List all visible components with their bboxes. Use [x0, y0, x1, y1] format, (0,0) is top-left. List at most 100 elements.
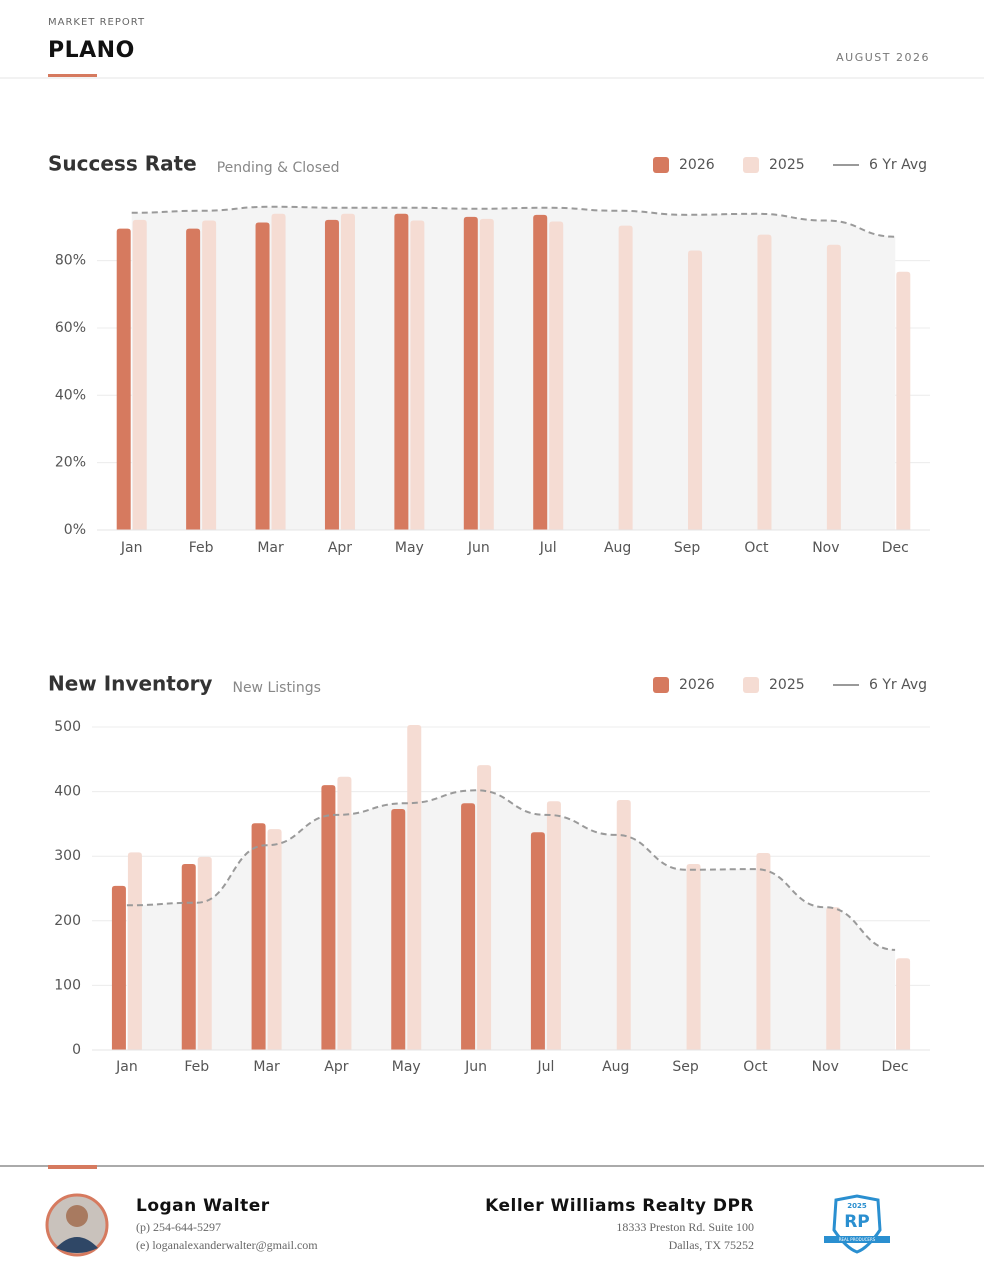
bar — [181, 863, 196, 1050]
bar — [202, 220, 217, 530]
x-tick-label: Dec — [882, 540, 909, 556]
accent — [48, 74, 97, 77]
badge-text: REAL PRODUCERS — [839, 1237, 876, 1242]
bar — [616, 799, 631, 1050]
x-tick-label: Nov — [812, 1059, 839, 1075]
bar — [267, 829, 282, 1050]
bar — [549, 221, 564, 530]
legend-label: 2025 — [769, 677, 805, 693]
bar — [337, 776, 352, 1050]
brokerage-city: Dallas, TX 75252 — [669, 1238, 754, 1252]
x-tick-label: Jan — [115, 1059, 138, 1075]
agent-phone: (p) 254-644-5297 — [136, 1220, 221, 1234]
y-tick-label: 60% — [55, 320, 86, 336]
bar — [686, 863, 701, 1050]
bar — [111, 885, 126, 1050]
bar — [251, 823, 266, 1050]
bar — [391, 809, 406, 1050]
bar — [324, 219, 339, 530]
bar — [479, 218, 494, 530]
bar — [197, 856, 212, 1050]
avatar — [45, 1193, 109, 1257]
bar — [255, 222, 270, 530]
bar — [410, 220, 425, 530]
bar — [896, 958, 911, 1050]
y-tick-label: 200 — [54, 913, 81, 929]
avg-area — [126, 790, 896, 1050]
bar — [132, 219, 147, 530]
avg-line — [126, 789, 896, 951]
y-tick-label: 400 — [54, 784, 81, 800]
x-tick-label: Mar — [257, 540, 284, 556]
x-tick-label: Jun — [467, 540, 490, 556]
x-tick-label: Apr — [328, 540, 352, 556]
y-tick-label: 0% — [64, 522, 86, 538]
bar — [394, 213, 409, 530]
x-tick-label: Oct — [743, 1059, 768, 1075]
bar — [127, 852, 142, 1050]
badge-logo: RP — [844, 1212, 870, 1232]
x-tick-label: Jun — [464, 1059, 487, 1075]
y-tick-label: 40% — [55, 387, 86, 403]
bar — [533, 214, 548, 530]
agent-name: Logan Walter — [136, 1196, 270, 1216]
chart-subtitle: New Listings — [232, 680, 320, 696]
legend-label: 2025 — [769, 157, 805, 173]
badge-year: 2025 — [847, 1202, 867, 1210]
legend-label: 2026 — [679, 157, 715, 173]
x-tick-label: Oct — [744, 540, 769, 556]
bar — [826, 907, 841, 1050]
x-tick-label: Feb — [189, 540, 214, 556]
y-tick-label: 0 — [72, 1042, 81, 1058]
bar — [896, 271, 911, 530]
bar — [463, 216, 478, 530]
y-tick-label: 100 — [54, 977, 81, 993]
bar — [407, 725, 422, 1050]
bar — [546, 801, 561, 1050]
bar — [530, 832, 545, 1050]
bar — [461, 803, 476, 1050]
x-tick-label: Sep — [672, 1059, 699, 1075]
x-tick-label: Dec — [882, 1059, 909, 1075]
bar — [271, 213, 286, 530]
y-tick-label: 300 — [54, 848, 81, 864]
x-tick-label: Feb — [184, 1059, 209, 1075]
x-tick-label: Mar — [253, 1059, 280, 1075]
agent-email: (e) loganalexanderwalter@gmail.com — [136, 1238, 318, 1252]
chart-title: Success Rate — [48, 152, 197, 176]
y-tick-label: 500 — [54, 719, 81, 735]
x-tick-label: Jul — [539, 540, 557, 556]
legend-label: 2026 — [679, 677, 715, 693]
bar — [618, 225, 633, 530]
x-tick-label: Sep — [674, 540, 701, 556]
chart-subtitle: Pending & Closed — [217, 160, 340, 176]
legend-swatch — [653, 157, 669, 173]
bar — [116, 228, 131, 531]
avg-area — [131, 206, 896, 531]
x-tick-label: Aug — [604, 540, 631, 556]
x-tick-label: May — [392, 1059, 421, 1075]
bar — [477, 765, 492, 1050]
bar — [756, 852, 771, 1050]
bar — [826, 244, 841, 531]
report-date: AUGUST 2026 — [836, 51, 930, 64]
legend-swatch — [743, 677, 759, 693]
y-tick-label: 80% — [55, 253, 86, 269]
badge: 2025 RP REAL PRODUCERS — [824, 1194, 890, 1254]
chart-title: New Inventory — [48, 672, 212, 696]
x-tick-label: May — [395, 540, 424, 556]
avg-line — [131, 205, 896, 238]
legend-label: 6 Yr Avg — [869, 677, 927, 693]
kicker: MARKET REPORT — [48, 17, 145, 28]
bar — [186, 228, 201, 531]
accent — [48, 1165, 97, 1169]
x-tick-label: Jul — [536, 1059, 554, 1075]
x-tick-label: Jan — [120, 540, 143, 556]
bar — [757, 234, 772, 531]
x-tick-label: Apr — [324, 1059, 348, 1075]
brokerage-name: Keller Williams Realty DPR — [485, 1196, 754, 1216]
x-tick-label: Nov — [812, 540, 839, 556]
y-tick-label: 20% — [55, 455, 86, 471]
legend-swatch — [653, 677, 669, 693]
